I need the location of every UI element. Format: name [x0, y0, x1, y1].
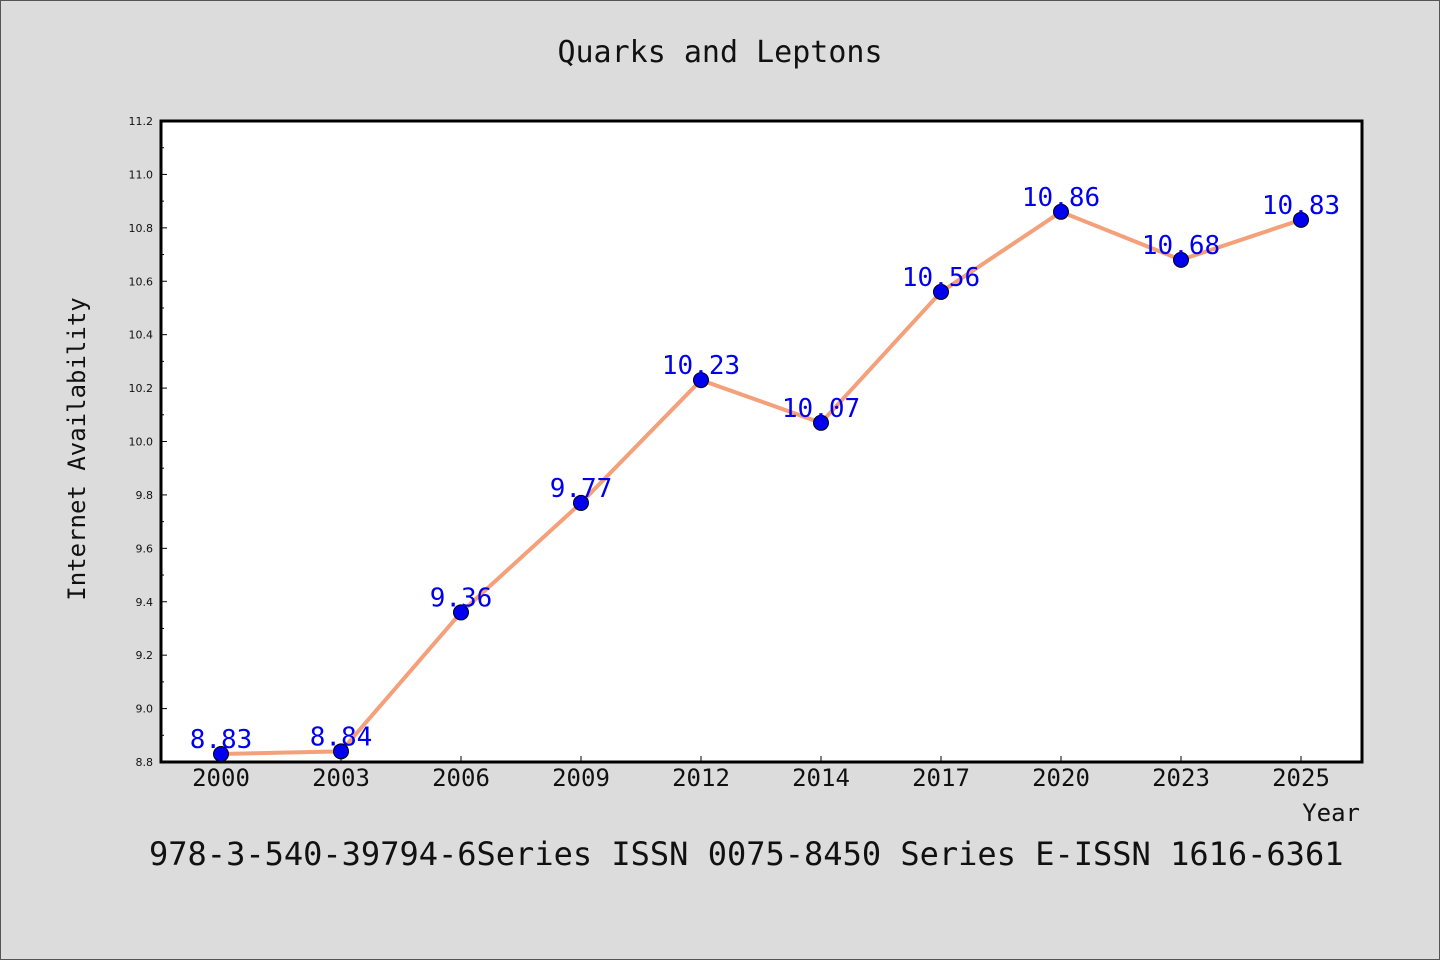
data-point-label: 10.23 [662, 351, 740, 381]
data-point-label: 9.77 [550, 474, 613, 504]
y-axis: 8.8 9.0 9.2 9.4 9.6 9.8 10.0 10.2 10.4 10.6 10.8 11… [129, 115, 167, 769]
data-point-marker [213, 745, 229, 762]
data-markers [213, 203, 1309, 762]
data-point-label: 9.36 [430, 583, 493, 613]
data-point-label: 8.83 [190, 725, 253, 755]
x-tick-label: 2025 [1272, 764, 1330, 792]
y-tick-label: 11.2 [129, 115, 154, 128]
data-point-marker [453, 604, 469, 621]
x-tick-label: 2003 [312, 764, 370, 792]
y-tick-label: 10.8 [129, 222, 154, 235]
data-point-marker [693, 372, 709, 389]
x-tick-label: 2017 [912, 764, 970, 792]
plot-area [159, 119, 1364, 764]
data-point-label: 10.56 [902, 263, 980, 293]
x-axis-label: Year [1302, 799, 1360, 827]
x-tick-label: 2020 [1032, 764, 1090, 792]
chart-title: Quarks and Leptons [557, 35, 883, 70]
y-tick-label: 8.8 [136, 756, 154, 769]
y-tick-label: 9.0 [136, 703, 154, 716]
y-tick-label: 9.2 [136, 649, 154, 662]
data-point-marker [813, 414, 829, 431]
data-point-marker [1173, 251, 1189, 268]
footer-isbn-issn: 978-3-540-39794-6Series ISSN 0075-8450 S… [149, 835, 1344, 873]
y-tick-label: 10.2 [129, 382, 154, 395]
data-point-marker [1293, 211, 1309, 228]
data-point-marker [573, 494, 589, 511]
y-tick-label: 9.4 [136, 596, 154, 609]
data-point-marker [1053, 203, 1069, 220]
x-tick-label: 2012 [672, 764, 730, 792]
data-point-label: 10.83 [1262, 191, 1340, 221]
y-tick-label: 9.6 [136, 542, 154, 555]
x-tick-label: 2014 [792, 764, 850, 792]
x-tick-label: 2000 [192, 764, 250, 792]
data-point-marker [333, 743, 349, 760]
series-line [220, 209, 1302, 756]
y-axis-label: Internet Availability [63, 297, 91, 600]
data-labels: 8.83 8.84 9.36 9.77 10.23 10.07 10.56 10.86 10.6… [190, 183, 1340, 755]
data-point-label: 10.68 [1142, 231, 1220, 261]
y-tick-label: 9.8 [136, 489, 154, 502]
data-point-marker [933, 283, 949, 300]
data-point-label: 8.84 [310, 722, 373, 752]
x-tick-label: 2009 [552, 764, 610, 792]
data-point-label: 10.86 [1022, 183, 1100, 213]
x-tick-label: 2023 [1152, 764, 1210, 792]
y-tick-label: 10.0 [129, 436, 154, 449]
x-axis: 2000 2003 2006 2009 2012 2014 2017 2020 2023 2025 [192, 756, 1330, 792]
x-tick-label: 2006 [432, 764, 490, 792]
y-tick-label: 11.0 [129, 168, 154, 181]
y-tick-label: 10.6 [129, 275, 154, 288]
y-tick-label: 10.4 [129, 329, 154, 342]
data-point-label: 10.07 [782, 394, 860, 424]
